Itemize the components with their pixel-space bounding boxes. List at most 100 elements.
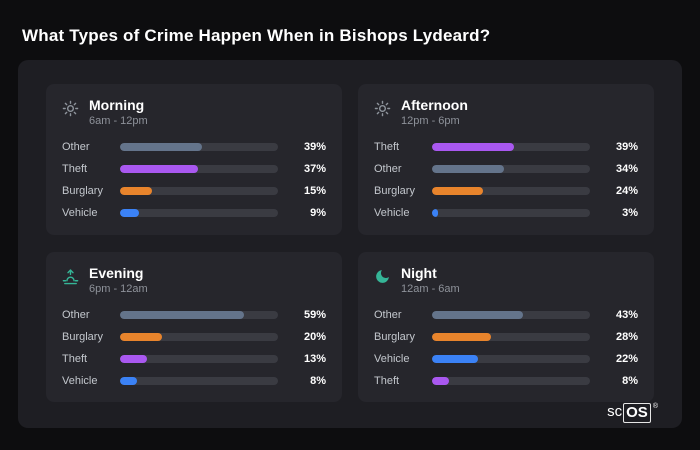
crime-bar-track bbox=[432, 376, 590, 385]
crime-category-label: Other bbox=[374, 308, 402, 321]
crime-percentage: 59% bbox=[303, 308, 326, 321]
crime-bar bbox=[120, 187, 152, 195]
crime-percentage: 20% bbox=[303, 330, 326, 343]
card-title: Night bbox=[401, 264, 437, 281]
crime-percentage: 13% bbox=[303, 352, 326, 365]
sunset-icon bbox=[62, 268, 79, 285]
crime-percentage: 9% bbox=[310, 207, 326, 219]
crime-row: Other 39% bbox=[62, 140, 326, 155]
crime-category-label: Burglary bbox=[62, 330, 103, 343]
crime-bar-track bbox=[120, 332, 278, 341]
crime-bar bbox=[432, 376, 449, 385]
crime-bar bbox=[120, 165, 198, 173]
crime-percentage: 39% bbox=[615, 141, 638, 153]
crime-row: Vehicle 22% bbox=[374, 351, 638, 366]
crime-row: Burglary 20% bbox=[62, 329, 326, 344]
crime-percentage: 37% bbox=[303, 163, 326, 175]
card-subtitle: 6pm - 12am bbox=[89, 282, 148, 295]
bar-rows: Other 39% Theft 37% Burglary 15% Vehicle… bbox=[62, 139, 326, 225]
sun-icon bbox=[374, 100, 391, 117]
bar-rows: Other 59% Burglary 20% Theft 13% Vehicle… bbox=[62, 307, 326, 393]
card-title-block: Evening 6pm - 12am bbox=[89, 265, 148, 296]
crime-percentage: 15% bbox=[303, 185, 326, 197]
crime-bar-track bbox=[432, 354, 590, 363]
crime-percentage: 3% bbox=[622, 207, 638, 219]
crime-row: Other 43% bbox=[374, 307, 638, 322]
crime-percentage: 39% bbox=[303, 141, 326, 153]
crime-percentage: 28% bbox=[615, 330, 638, 343]
crime-category-label: Vehicle bbox=[374, 352, 410, 365]
crime-category-label: Burglary bbox=[374, 330, 415, 343]
crime-category-label: Burglary bbox=[62, 185, 103, 197]
card-title-block: Morning 6am - 12pm bbox=[89, 97, 148, 128]
crime-bar bbox=[432, 332, 491, 341]
crime-category-label: Vehicle bbox=[62, 374, 98, 387]
crime-category-label: Burglary bbox=[374, 185, 415, 197]
crime-percentage: 8% bbox=[310, 374, 326, 387]
crime-category-label: Theft bbox=[62, 352, 88, 365]
card-night: Night 12am - 6am Other 43% Burglary 28% … bbox=[358, 251, 654, 402]
card-morning: Morning 6am - 12pm Other 39% Theft 37% B… bbox=[46, 84, 342, 235]
crime-percentage: 8% bbox=[622, 374, 638, 387]
crime-bar-track bbox=[432, 187, 590, 195]
moon-icon bbox=[374, 268, 391, 285]
crime-bar bbox=[120, 354, 148, 363]
crime-bar bbox=[432, 143, 515, 151]
crime-bar-track bbox=[120, 165, 278, 173]
crime-percentage: 43% bbox=[615, 308, 638, 321]
card-title-block: Night 12am - 6am bbox=[401, 265, 460, 296]
sun-icon bbox=[62, 100, 79, 117]
crime-percentage: 22% bbox=[615, 352, 638, 365]
crime-bar-track bbox=[120, 187, 278, 195]
crime-category-label: Other bbox=[62, 141, 90, 153]
crime-bar-track bbox=[432, 332, 590, 341]
crime-category-label: Other bbox=[374, 163, 402, 175]
card-evening: Evening 6pm - 12am Other 59% Burglary 20… bbox=[46, 251, 342, 402]
crime-bar-track bbox=[120, 376, 278, 385]
crime-row: Theft 13% bbox=[62, 351, 326, 366]
crime-bar-track bbox=[120, 354, 278, 363]
crime-bar bbox=[432, 165, 504, 173]
registered-trademark-icon: ® bbox=[652, 403, 658, 410]
logo-suffix: OS bbox=[623, 403, 651, 423]
crime-row: Other 34% bbox=[374, 162, 638, 177]
crime-category-label: Other bbox=[62, 308, 90, 321]
crime-row: Theft 8% bbox=[374, 373, 638, 388]
crime-category-label: Theft bbox=[374, 141, 400, 153]
crime-bar-track bbox=[432, 165, 590, 173]
card-title-block: Afternoon 12pm - 6pm bbox=[401, 97, 468, 128]
crime-by-time-panel: Morning 6am - 12pm Other 39% Theft 37% B… bbox=[18, 60, 682, 428]
crime-category-label: Vehicle bbox=[374, 207, 410, 219]
card-header: Evening 6pm - 12am bbox=[62, 265, 326, 296]
crime-category-label: Theft bbox=[374, 374, 400, 387]
logo-prefix: sc bbox=[607, 403, 623, 420]
card-afternoon: Afternoon 12pm - 6pm Theft 39% Other 34%… bbox=[358, 84, 654, 235]
crime-row: Vehicle 8% bbox=[62, 373, 326, 388]
crime-bar-track bbox=[120, 310, 278, 319]
crime-row: Burglary 15% bbox=[62, 184, 326, 199]
card-subtitle: 6am - 12pm bbox=[89, 115, 148, 127]
page-title: What Types of Crime Happen When in Bisho… bbox=[22, 26, 491, 45]
crime-bar-track bbox=[432, 209, 590, 217]
card-header: Night 12am - 6am bbox=[374, 265, 638, 296]
crime-percentage: 24% bbox=[615, 185, 638, 197]
crime-percentage: 34% bbox=[615, 163, 638, 175]
card-subtitle: 12am - 6am bbox=[401, 282, 460, 295]
crime-bar bbox=[120, 209, 139, 217]
crime-bar bbox=[432, 310, 523, 319]
crime-row: Burglary 28% bbox=[374, 329, 638, 344]
crime-category-label: Vehicle bbox=[62, 207, 98, 219]
crime-row: Vehicle 3% bbox=[374, 206, 638, 221]
crime-bar bbox=[432, 187, 483, 195]
card-header: Morning 6am - 12pm bbox=[62, 97, 326, 128]
crime-bar bbox=[432, 354, 479, 363]
crime-bar-track bbox=[432, 143, 590, 151]
crime-row: Theft 39% bbox=[374, 140, 638, 155]
bar-rows: Theft 39% Other 34% Burglary 24% Vehicle… bbox=[374, 139, 638, 225]
crime-row: Burglary 24% bbox=[374, 184, 638, 199]
crime-bar-track bbox=[120, 209, 278, 217]
crime-row: Theft 37% bbox=[62, 162, 326, 177]
crime-bar bbox=[120, 310, 245, 319]
crime-row: Other 59% bbox=[62, 307, 326, 322]
bar-rows: Other 43% Burglary 28% Vehicle 22% Theft… bbox=[374, 307, 638, 393]
